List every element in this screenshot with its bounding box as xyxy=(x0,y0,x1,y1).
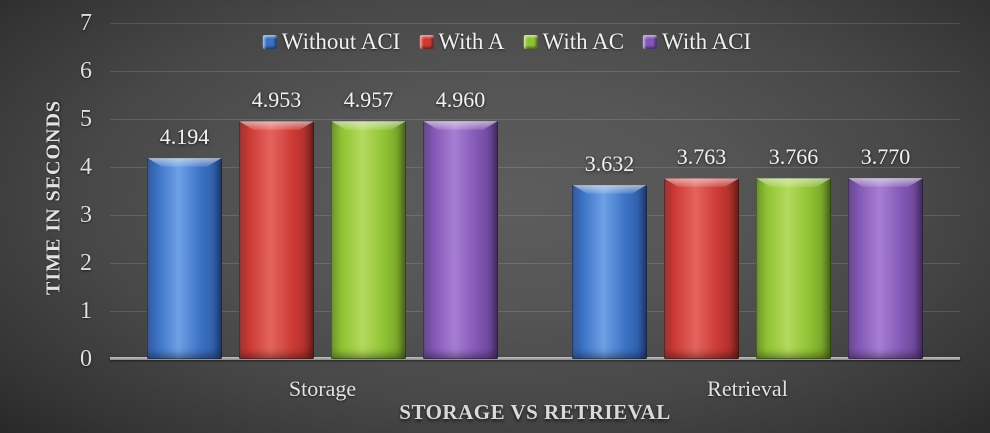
bar-storage-3 xyxy=(423,120,498,359)
x-axis-line xyxy=(110,357,960,360)
gridline-7 xyxy=(110,23,960,24)
bar-top-bevel xyxy=(572,185,647,194)
bar-top-bevel xyxy=(147,158,222,167)
bar-retrieval-3 xyxy=(848,178,923,359)
legend-swatch-icon xyxy=(643,35,658,49)
bar-top-bevel xyxy=(331,121,406,130)
bar-retrieval-2 xyxy=(756,178,831,359)
y-tick-label-4: 4 xyxy=(80,154,92,180)
bar-top-bevel xyxy=(664,178,739,187)
legend-label: With ACI xyxy=(662,29,752,54)
legend: Without ACI With A With AC With ACI xyxy=(262,29,751,55)
legend-swatch-icon xyxy=(523,35,538,49)
gridline-6 xyxy=(110,71,960,72)
bar-retrieval-0 xyxy=(572,184,647,359)
bar-storage-0 xyxy=(147,157,222,359)
y-tick-label-2: 2 xyxy=(80,250,92,276)
value-label: 3.770 xyxy=(860,144,911,170)
legend-label: With AC xyxy=(542,29,625,54)
legend-item-2: With AC xyxy=(523,29,625,55)
value-label: 3.763 xyxy=(676,144,727,170)
value-label: 4.957 xyxy=(343,87,394,113)
legend-item-1: With A xyxy=(419,29,505,55)
y-tick-label-5: 5 xyxy=(80,106,92,132)
legend-label: With A xyxy=(438,29,505,54)
value-label: 4.953 xyxy=(251,87,302,113)
legend-item-0: Without ACI xyxy=(262,29,401,55)
gridline-3 xyxy=(110,215,960,216)
legend-swatch-icon xyxy=(419,35,434,49)
bar-storage-2 xyxy=(331,121,406,359)
y-tick-label-7: 7 xyxy=(80,10,92,36)
bar-top-bevel xyxy=(848,178,923,187)
gridline-2 xyxy=(110,263,960,264)
gridline-5 xyxy=(110,119,960,120)
gridline-4 xyxy=(110,167,960,168)
value-label: 3.766 xyxy=(768,144,819,170)
bar-top-bevel xyxy=(756,178,831,187)
bar-retrieval-1 xyxy=(664,178,739,359)
bar-storage-1 xyxy=(239,121,314,359)
legend-item-3: With ACI xyxy=(643,29,751,55)
gridline-1 xyxy=(110,311,960,312)
y-tick-label-3: 3 xyxy=(80,202,92,228)
category-label-retrieval: Retrieval xyxy=(707,376,788,401)
y-tick-label-1: 1 xyxy=(80,298,92,324)
bar-top-bevel xyxy=(423,121,498,130)
x-axis-title: STORAGE VS RETRIEVAL xyxy=(399,400,671,424)
value-label: 4.194 xyxy=(159,123,210,149)
legend-label: Without ACI xyxy=(281,29,401,54)
category-label-storage: Storage xyxy=(288,376,357,401)
legend-swatch-icon xyxy=(262,35,277,49)
y-axis-title: TIME IN SECONDS xyxy=(42,99,65,295)
y-tick-label-0: 0 xyxy=(80,346,92,372)
value-label: 3.632 xyxy=(584,150,635,176)
y-tick-label-6: 6 xyxy=(80,58,92,84)
value-label: 4.960 xyxy=(435,86,486,112)
bar-top-bevel xyxy=(239,121,314,130)
